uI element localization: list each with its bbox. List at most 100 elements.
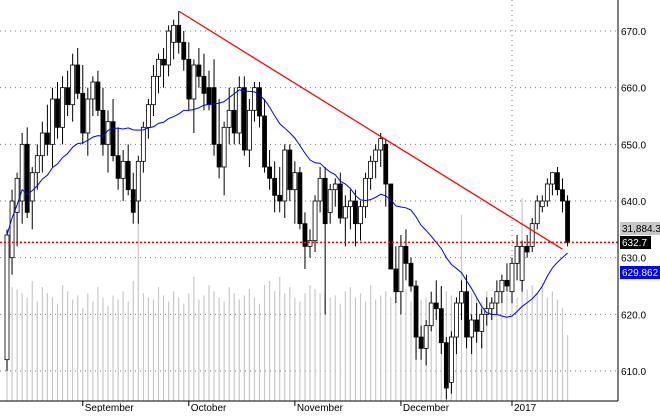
x-tick-label: September	[85, 403, 135, 412]
candle-up	[494, 291, 500, 304]
candle-down	[216, 143, 222, 168]
candle-up	[120, 160, 126, 179]
candle-down	[560, 189, 565, 202]
candle-down	[413, 285, 419, 338]
candle-up	[519, 245, 525, 281]
y-tick-label: 640.0	[621, 197, 646, 208]
candle-up	[499, 279, 505, 293]
candle-up	[448, 336, 454, 383]
candle-down	[353, 200, 358, 225]
candle-up	[9, 200, 15, 259]
candle-down	[438, 308, 444, 344]
candle-up	[236, 87, 242, 134]
candle-up	[105, 121, 111, 145]
candle-down	[267, 166, 273, 179]
candle-down	[110, 121, 116, 157]
candle-up	[135, 160, 141, 202]
y-tick-label: 630.0	[621, 254, 646, 265]
candle-up	[151, 75, 156, 106]
ma-label-bg	[620, 266, 660, 279]
candle-down	[186, 58, 192, 100]
candle-down	[565, 200, 570, 243]
candle-up	[312, 200, 318, 242]
candle-down	[206, 87, 212, 106]
candle-up	[539, 200, 545, 208]
candle-up	[246, 109, 252, 151]
volume-last-label: 31,884.38	[622, 224, 660, 235]
candle-up	[307, 240, 313, 247]
candle-down	[55, 98, 60, 128]
candle-down	[130, 189, 136, 213]
candle-up	[347, 200, 353, 208]
candle-down	[433, 302, 439, 310]
candle-up	[327, 189, 333, 213]
candle-up	[14, 177, 20, 213]
x-tick-label: 2017	[514, 403, 537, 412]
volume-bars	[6, 198, 569, 401]
candle-down	[337, 183, 343, 219]
ma-last-label: 629.862	[622, 268, 659, 279]
candle-up	[378, 138, 384, 151]
y-tick-label: 670.0	[621, 27, 646, 38]
x-tick-label: October	[191, 403, 227, 412]
last-value-labels: 31,884.38 632.7 629.862	[620, 222, 660, 279]
candle-up	[282, 149, 288, 202]
candle-up	[534, 200, 540, 225]
candle-down	[95, 81, 101, 111]
y-axis-ticks: 610.0 620.0 630.0 640.0 650.0 660.0 670.0	[621, 27, 646, 378]
candle-up	[459, 291, 464, 304]
candle-down	[181, 41, 187, 60]
candle-up	[70, 64, 76, 106]
candle-down	[201, 75, 207, 94]
candle-down	[176, 24, 182, 43]
candle-up	[398, 245, 404, 293]
candle-up	[19, 143, 25, 202]
candle-up	[544, 183, 550, 202]
candle-up	[166, 30, 172, 66]
candle-down	[196, 64, 202, 77]
y-tick-label: 610.0	[621, 367, 646, 378]
y-tick-label: 620.0	[621, 310, 646, 321]
candle-up	[454, 302, 459, 338]
moving-average-line	[6, 89, 568, 318]
x-tick-label: November	[297, 403, 344, 412]
candle-down	[115, 155, 121, 179]
candle-up	[29, 172, 35, 202]
candle-up	[479, 313, 485, 332]
candle-down	[277, 194, 283, 202]
candle-up	[221, 126, 227, 168]
candle-up	[292, 172, 298, 191]
candle-up	[428, 302, 434, 327]
candle-up	[317, 177, 323, 202]
candle-up	[489, 302, 495, 310]
candle-down	[100, 109, 106, 145]
candle-down	[75, 64, 81, 94]
candle-up	[469, 319, 475, 338]
candle-down	[211, 87, 217, 145]
candle-down	[393, 268, 399, 293]
candle-down	[464, 291, 469, 338]
candle-down	[257, 87, 262, 117]
candle-up	[252, 87, 257, 111]
candle-up	[423, 325, 429, 349]
y-tick-label: 660.0	[621, 84, 646, 95]
candle-up	[171, 24, 177, 43]
candle-down	[241, 87, 247, 151]
x-tick-label: December	[403, 403, 450, 412]
candle-up	[529, 223, 535, 247]
candle-up	[550, 172, 555, 185]
candle-down	[65, 87, 70, 106]
candle-up	[514, 245, 520, 264]
candle-down	[443, 342, 449, 389]
candle-up	[39, 132, 45, 157]
candle-up	[85, 98, 91, 134]
candle-down	[504, 279, 510, 287]
candle-down	[231, 109, 237, 134]
candle-up	[363, 177, 368, 208]
candle-up	[145, 104, 151, 128]
candle-down	[418, 336, 424, 349]
candle-down	[408, 262, 414, 287]
candle-down	[24, 143, 30, 213]
candle-up	[373, 149, 379, 162]
